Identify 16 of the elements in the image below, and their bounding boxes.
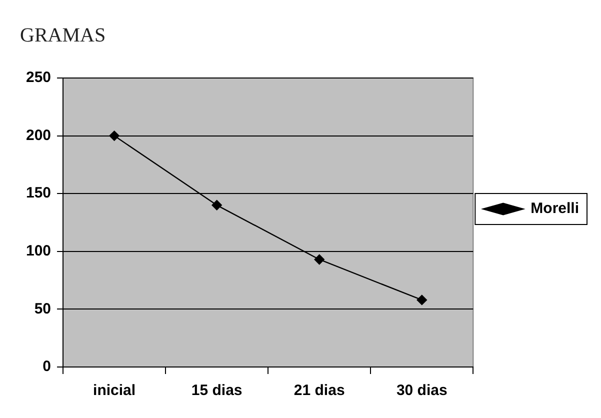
chart-title: GRAMAS — [20, 24, 106, 46]
y-tick-label: 0 — [42, 358, 52, 376]
y-tick-label: 50 — [34, 300, 52, 318]
x-tick-label: 30 dias — [396, 382, 448, 400]
x-tick-label: inicial — [93, 382, 136, 400]
x-tick-label: 15 dias — [191, 382, 242, 400]
x-tick-label: 21 dias — [294, 382, 345, 400]
point — [212, 200, 222, 210]
point — [314, 254, 324, 265]
legend-label: Morelli — [530, 200, 580, 218]
point — [109, 130, 120, 141]
y-tick-label: 250 — [26, 69, 52, 86]
y-tick-label: 100 — [26, 242, 52, 260]
y-tick-label: 200 — [26, 126, 52, 144]
point — [416, 294, 427, 306]
y-tick-label: 150 — [26, 184, 52, 202]
